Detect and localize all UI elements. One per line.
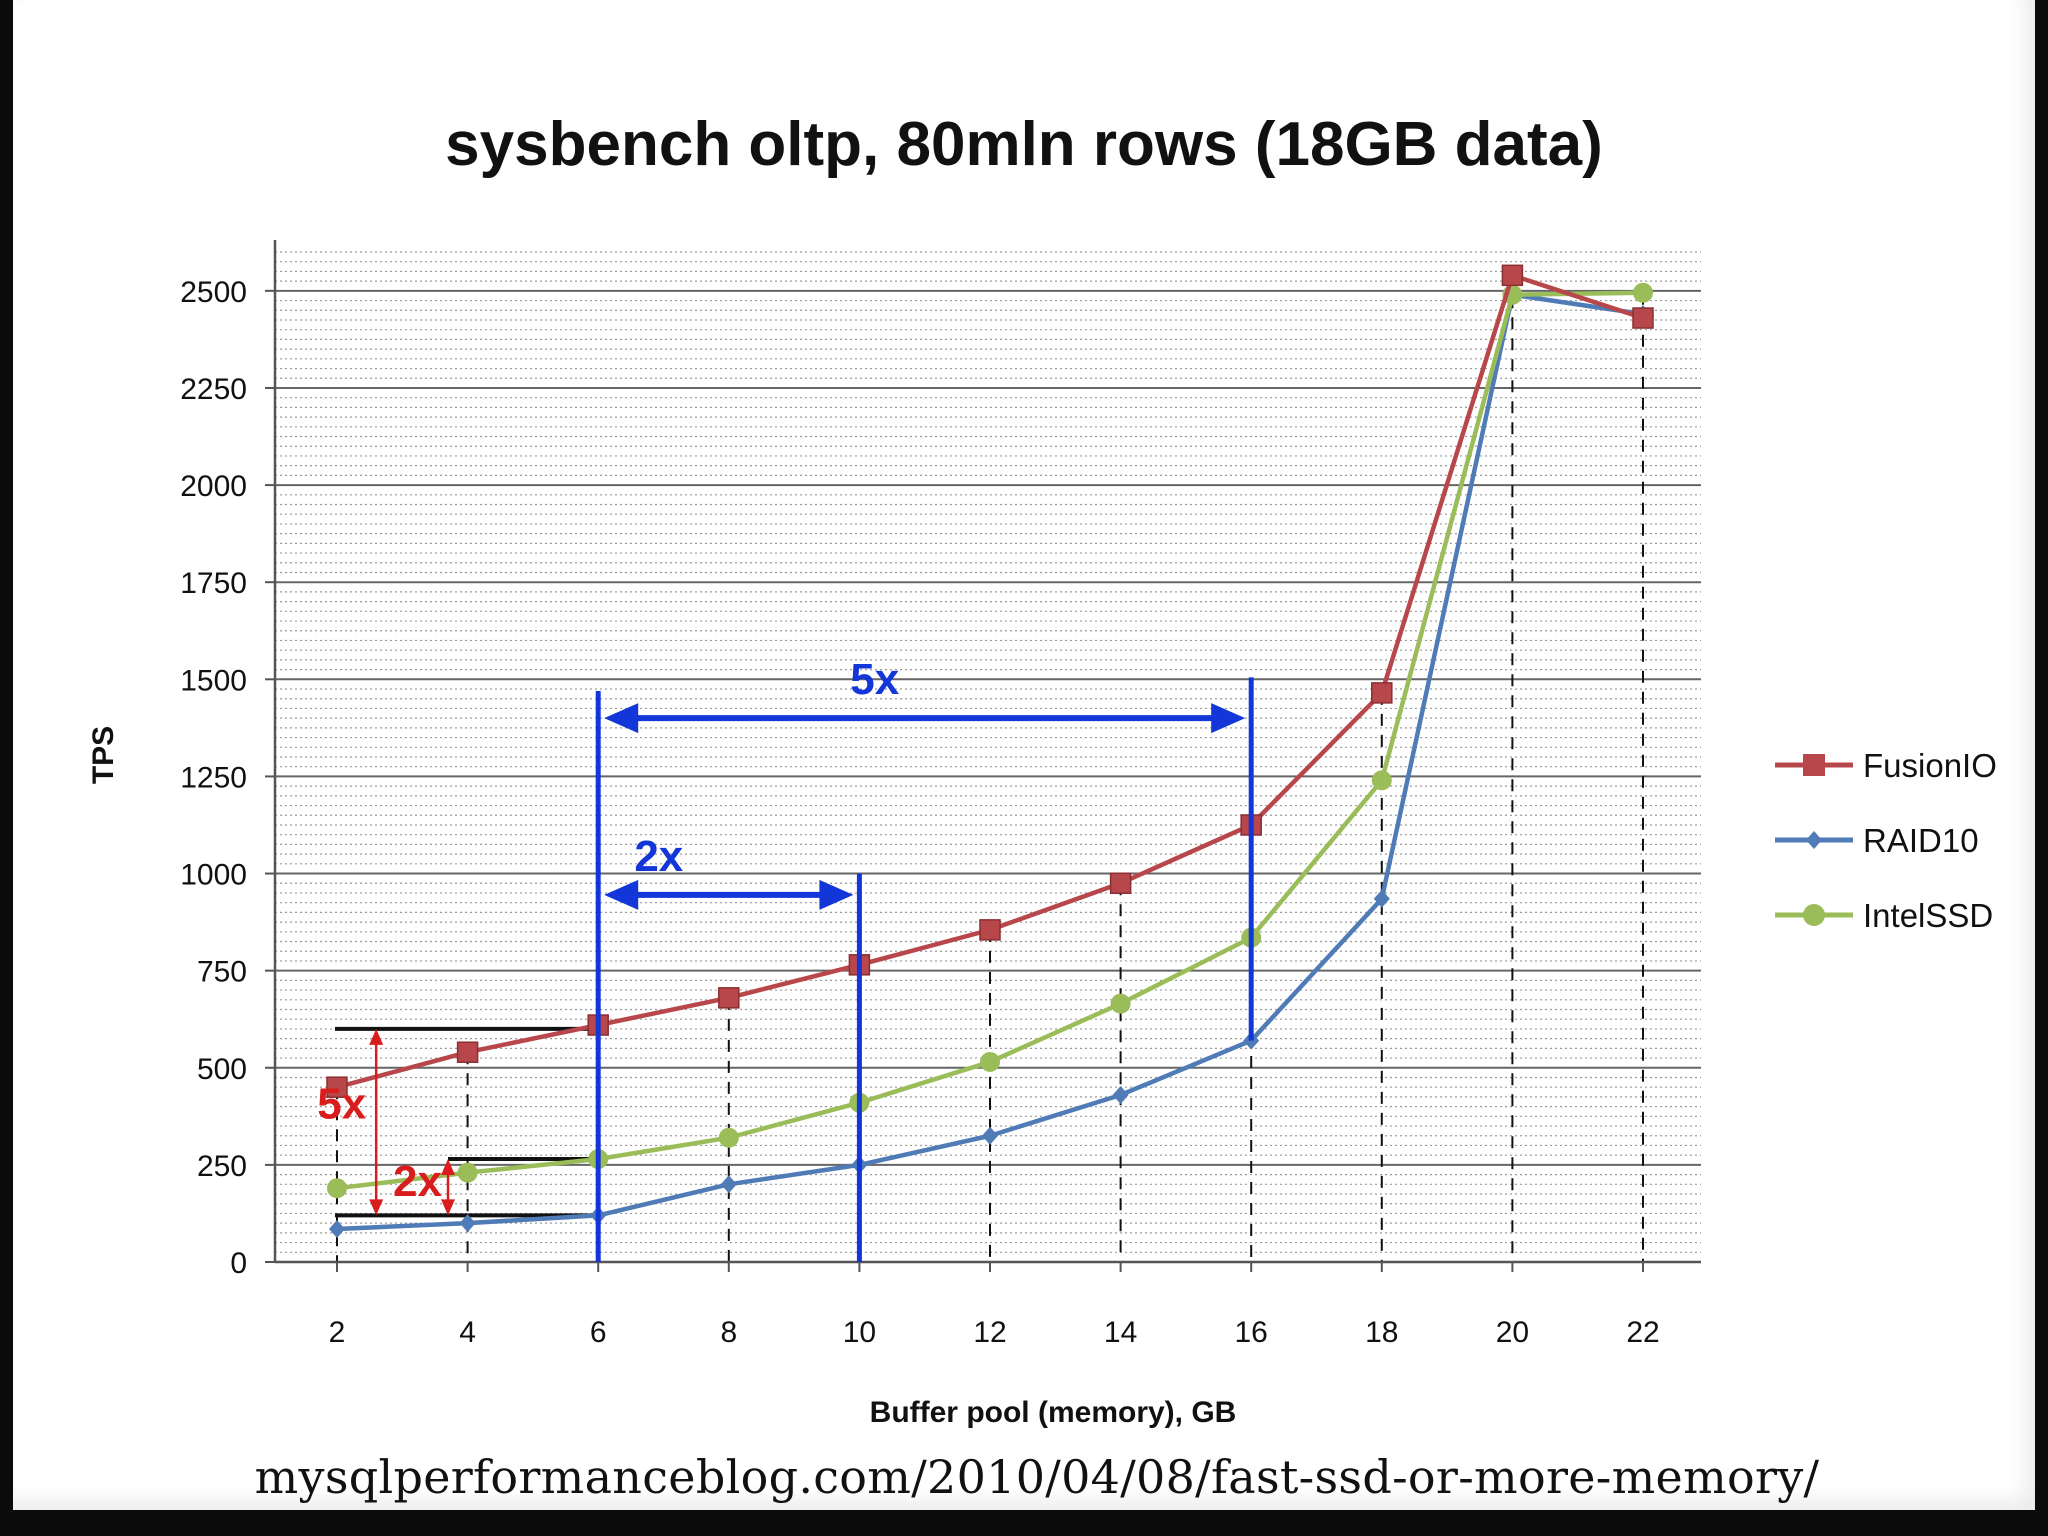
legend-label-fusionio: FusionIO [1863,747,1997,784]
x-tick-label: 8 [720,1316,737,1349]
y-axis-label: TPS [87,726,120,784]
legend: FusionIO RAID10 IntelSSD [1775,747,1997,934]
annotation-arrow-2x-red-head-top [441,1159,456,1176]
chart: sysbench oltp, 80mln rows (18GB data) 0 2… [87,110,1997,1429]
data-point-fusionio [456,1041,479,1063]
annotation-arrow-2x-red-head-bottom [441,1199,456,1216]
data-point-intelssd [1371,770,1392,791]
chart-title: sysbench oltp, 80mln rows (18GB data) [445,110,1603,179]
y-tick-label: 250 [197,1150,247,1183]
data-point-intelssd [1633,282,1653,303]
annotation-label-red: 5x [317,1079,366,1128]
data-point-raid10 [459,1214,476,1233]
annotation-label-blue: 2x [634,832,683,881]
legend-label-intelssd: IntelSSD [1863,897,1993,934]
data-point-fusionio [1632,307,1654,329]
source-caption: mysqlperformanceblog.com/2010/04/08/fast… [254,1450,1820,1504]
data-point-fusionio [1371,682,1393,704]
x-tick-label: 10 [843,1316,876,1349]
y-tick-label: 1750 [180,567,247,600]
x-axis-label: Buffer pool (memory), GB [870,1396,1237,1429]
legend-marker-fusionio [1803,754,1825,776]
y-tick-label: 2500 [180,276,247,309]
y-tick-label: 500 [197,1053,247,1086]
data-point-intelssd [457,1162,478,1183]
x-tick-label: 20 [1496,1316,1529,1349]
data-point-fusionio [1501,264,1524,287]
y-tick-label: 2000 [180,470,247,503]
data-point-intelssd [327,1178,347,1199]
slide: sysbench oltp, 80mln rows (18GB data) 0 2… [13,0,2035,1510]
y-tick-label: 1500 [180,664,247,697]
annotations: 5x 2x 5x 2x [317,655,1254,1262]
x-tick-label: 2 [329,1316,346,1349]
y-tick-label: 1000 [180,859,247,892]
data-point-intelssd [1110,993,1131,1014]
data-point-intelssd [718,1127,739,1148]
data-point-fusionio [326,1076,348,1098]
data-point-fusionio [979,919,1001,941]
y-tick-label: 1250 [180,761,247,794]
data-point-raid10 [1373,889,1390,908]
x-tick-label: 16 [1235,1316,1268,1349]
data-point-intelssd [980,1051,1000,1072]
annotation-label-red: 2x [393,1157,442,1206]
y-tick-label: 750 [197,956,247,989]
x-tick-label: 6 [590,1316,607,1349]
data-point-fusionio [718,987,740,1009]
legend-label-raid10: RAID10 [1863,822,1979,859]
y-tick-label: 2250 [180,373,247,406]
data-point-raid10 [982,1126,998,1145]
legend-marker-raid10 [1806,831,1822,849]
axes: 0 250 500 750 1000 1250 1500 1750 2000 2250 2500 2 4… [180,240,1701,1349]
annotation-arrow-5x-red-head-bottom [369,1199,384,1216]
x-tick-label: 12 [973,1316,1006,1349]
data-point-raid10 [329,1219,345,1238]
annotation-arrow-5x-blue-head-left [604,703,639,734]
grid [275,251,1701,1263]
data-point-fusionio [1109,872,1132,894]
data-point-raid10 [720,1175,737,1194]
x-tick-label: 4 [459,1316,476,1349]
data-point-raid10 [1112,1085,1129,1104]
y-tick-label: 0 [230,1247,247,1280]
annotation-arrow-5x-red-head-top [369,1028,384,1045]
annotation-label-blue: 5x [850,655,899,704]
annotation-arrow-2x-blue-head-left [604,879,639,910]
x-tick-label: 14 [1104,1316,1137,1349]
annotation-arrow-2x-blue-head-right [819,879,854,910]
series [326,264,1654,1238]
x-tick-label: 18 [1365,1316,1398,1349]
annotation-arrow-5x-blue-head-right [1211,703,1246,734]
legend-marker-intelssd [1803,904,1825,926]
x-tick-label: 22 [1626,1316,1659,1349]
drop-lines [336,275,1644,1262]
